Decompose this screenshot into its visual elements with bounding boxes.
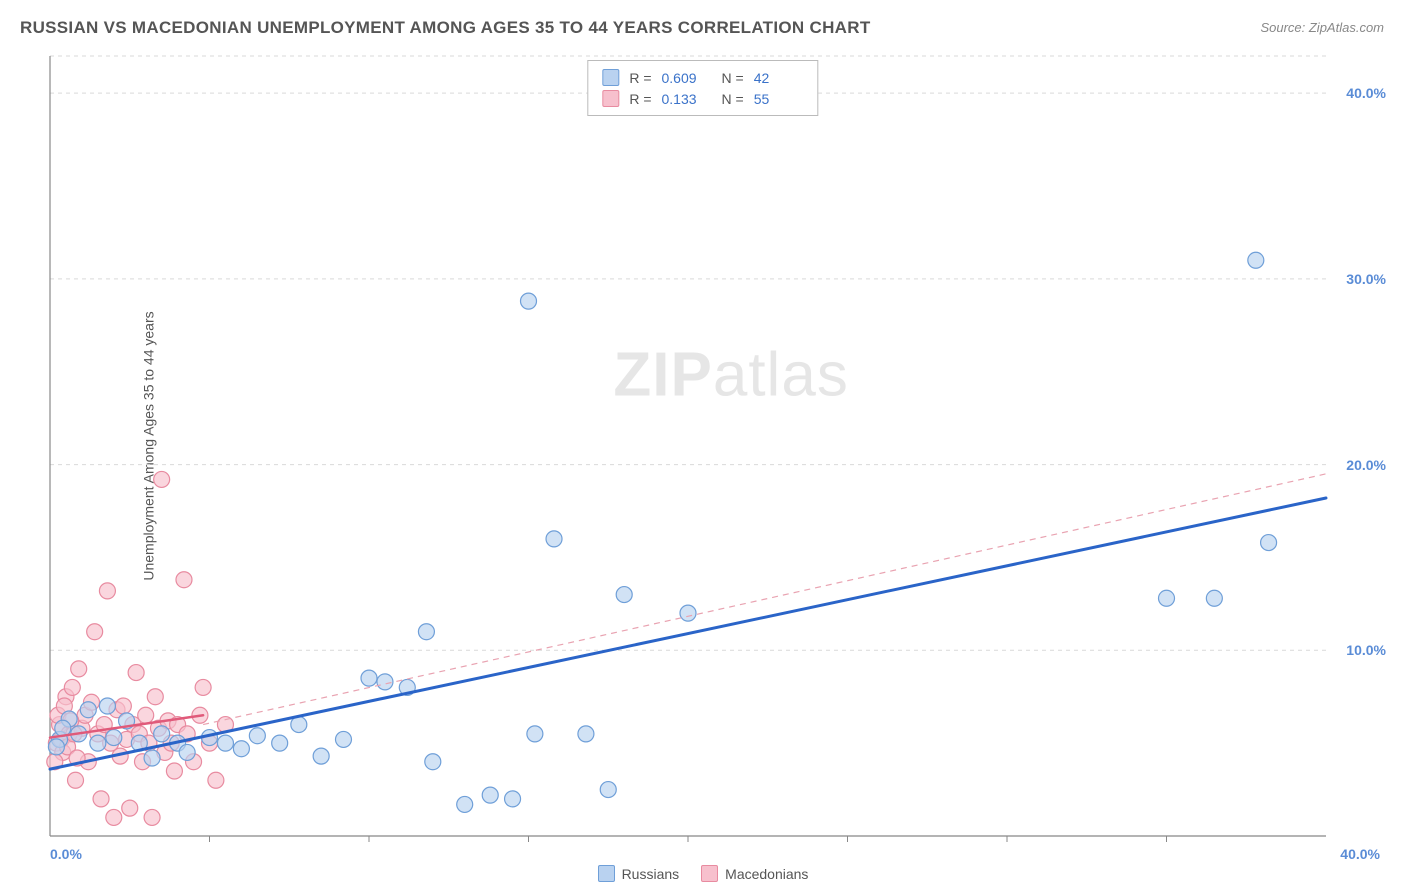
n-label: N = — [722, 91, 744, 107]
y-tick-label: 10.0% — [1346, 642, 1386, 658]
legend-label: Macedonians — [725, 866, 808, 882]
chart-title: RUSSIAN VS MACEDONIAN UNEMPLOYMENT AMONG… — [20, 18, 871, 38]
legend-swatch — [701, 865, 718, 882]
stats-swatch — [602, 90, 619, 107]
stats-swatch — [602, 69, 619, 86]
chart-area — [50, 56, 1326, 836]
legend: Russians Macedonians — [0, 865, 1406, 882]
stats-box: R = 0.609 N = 42 R = 0.133 N = 55 — [587, 60, 818, 116]
x-axis-max-label: 40.0% — [1340, 846, 1380, 862]
n-label: N = — [722, 70, 744, 86]
stats-row: R = 0.133 N = 55 — [602, 88, 803, 109]
legend-swatch — [598, 865, 615, 882]
n-value: 42 — [754, 70, 804, 86]
x-axis-min-label: 0.0% — [50, 846, 82, 862]
y-tick-label: 40.0% — [1346, 85, 1386, 101]
legend-item: Russians — [598, 865, 680, 882]
n-value: 55 — [754, 91, 804, 107]
r-label: R = — [629, 70, 651, 86]
y-tick-label: 30.0% — [1346, 271, 1386, 287]
r-value: 0.133 — [662, 91, 712, 107]
y-tick-label: 20.0% — [1346, 457, 1386, 473]
legend-item: Macedonians — [701, 865, 808, 882]
scatter-plot — [50, 56, 1326, 836]
source-credit: Source: ZipAtlas.com — [1260, 20, 1384, 35]
stats-row: R = 0.609 N = 42 — [602, 67, 803, 88]
legend-label: Russians — [622, 866, 680, 882]
r-label: R = — [629, 91, 651, 107]
r-value: 0.609 — [662, 70, 712, 86]
